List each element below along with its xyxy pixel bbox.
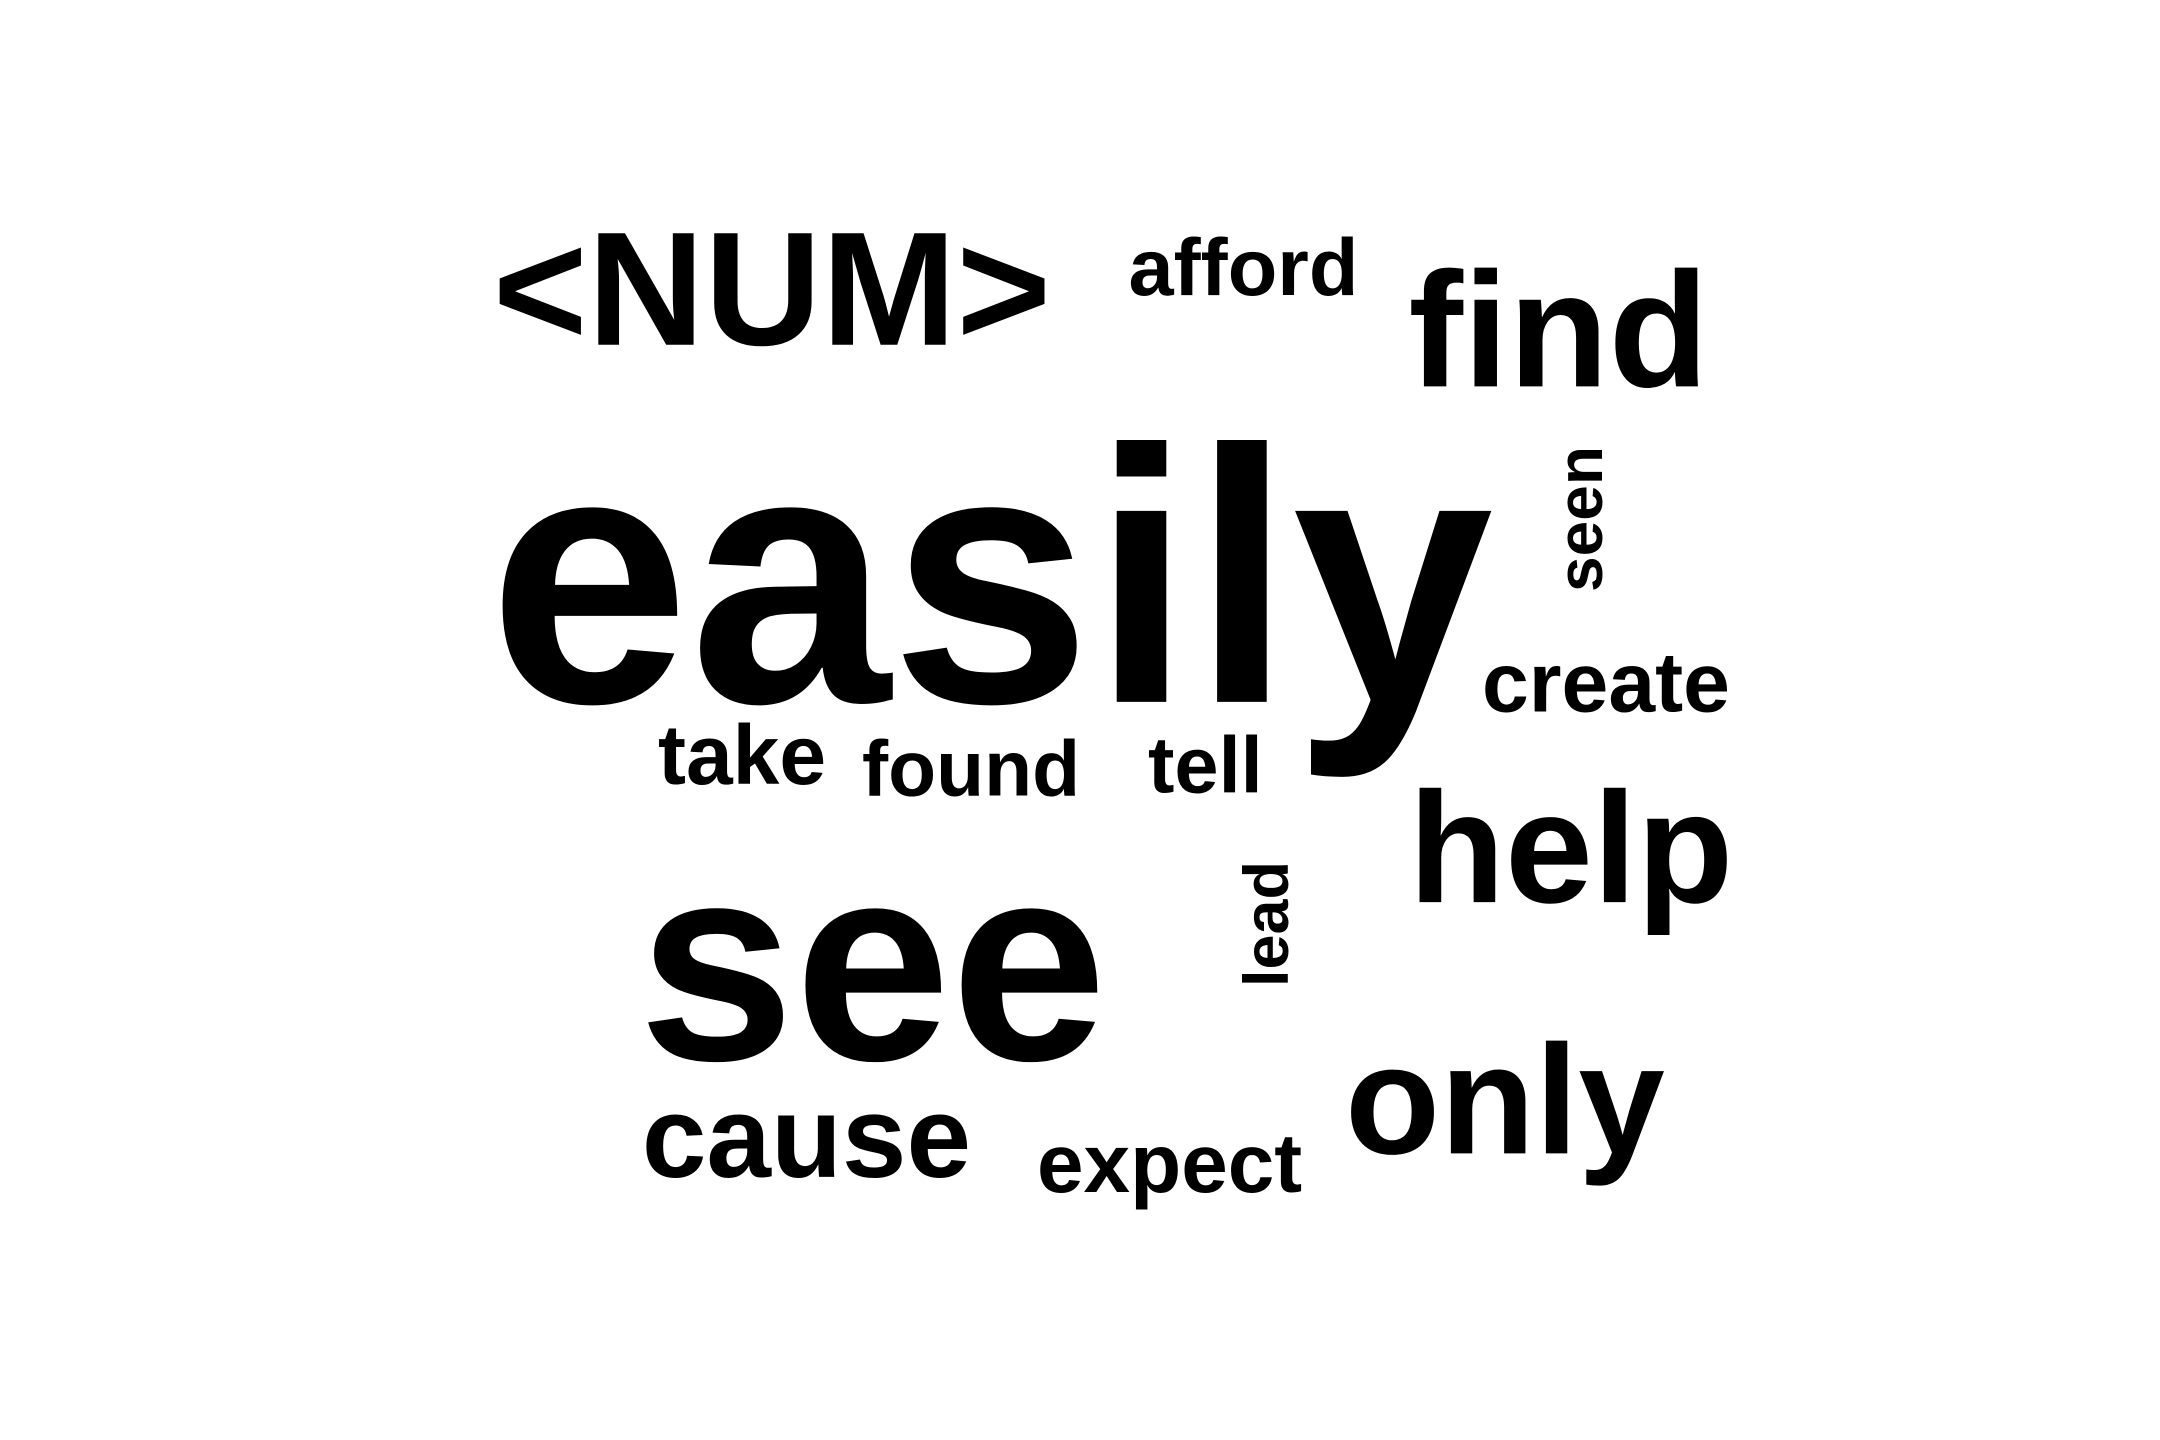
word-create: create — [1482, 636, 1730, 731]
word-help: help — [1408, 758, 1733, 936]
word-take: take — [657, 707, 827, 803]
word-cause: cause — [641, 1073, 972, 1203]
word-only: only — [1345, 1011, 1665, 1187]
word-found: found — [862, 724, 1081, 813]
word-easily: easily — [488, 375, 1493, 779]
word-lead: lead — [1231, 860, 1302, 987]
word-seen: seen — [1543, 445, 1616, 592]
word-see: see — [637, 804, 1107, 1120]
word-num: <NUM> — [492, 199, 1052, 380]
word-expect: expect — [1036, 1115, 1303, 1210]
word-tell: tell — [1148, 719, 1263, 810]
word-afford: afford — [1128, 221, 1358, 313]
word-find: find — [1407, 239, 1709, 422]
